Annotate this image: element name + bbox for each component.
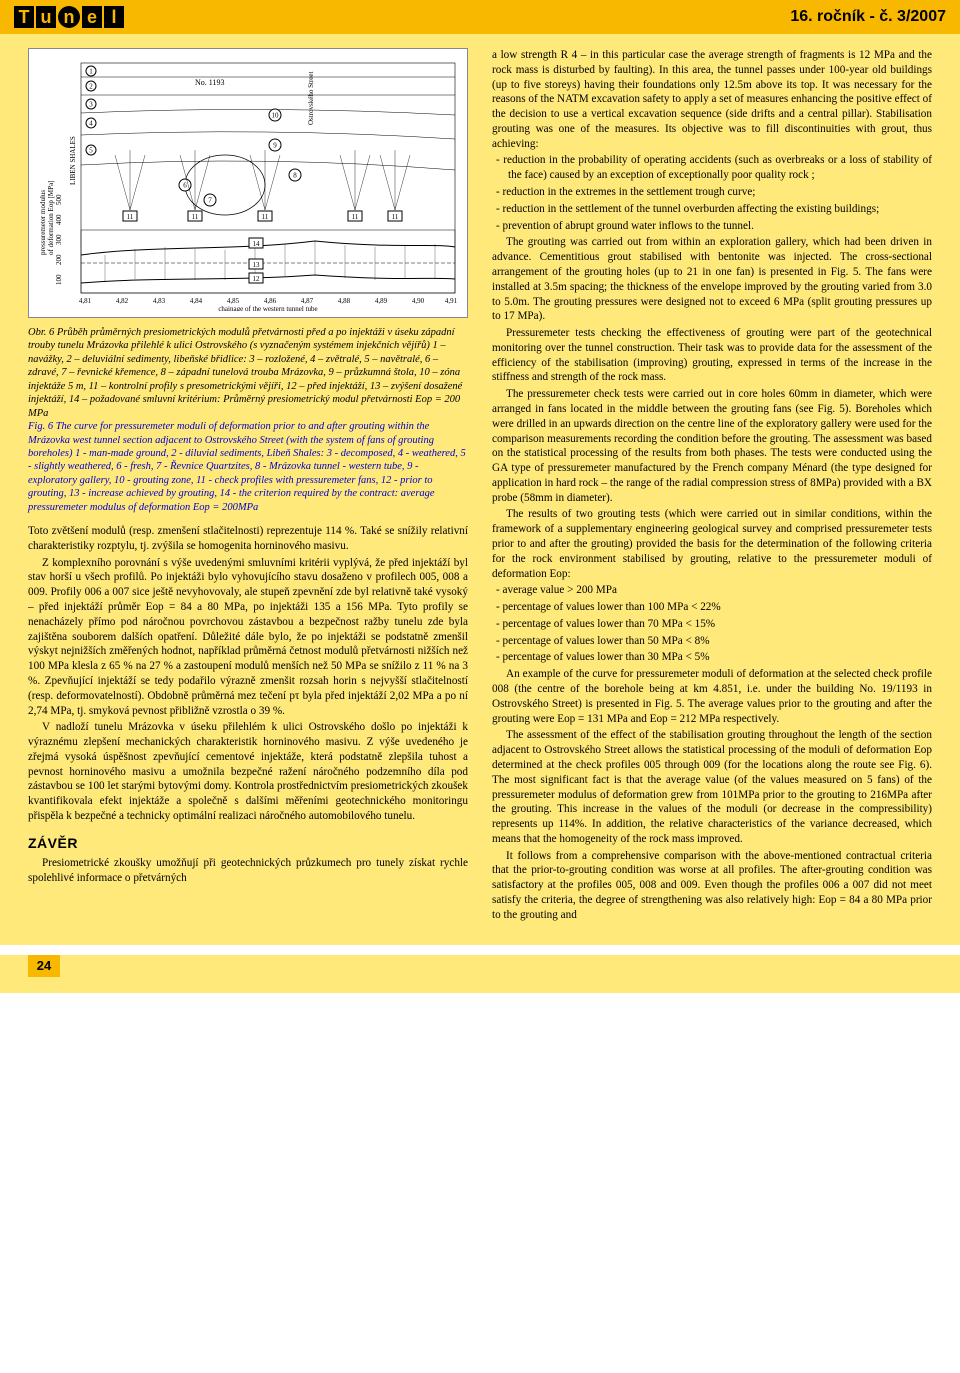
logo: T u n e l — [14, 6, 124, 28]
body-para: Presiometrické zkoušky umožňují při geot… — [28, 856, 468, 886]
caption-en: Fig. 6 The curve for pressuremeter modul… — [28, 421, 466, 513]
page-header: T u n e l 16. ročník - č. 3/2007 — [0, 0, 960, 34]
right-column: a low strength R 4 – in this particular … — [492, 48, 932, 925]
footer: 24 — [0, 955, 960, 993]
caption-cz: Obr. 6 Průběh průměrných presiometrickýc… — [28, 327, 462, 419]
svg-text:4,89: 4,89 — [375, 297, 388, 305]
svg-text:7: 7 — [208, 197, 212, 205]
left-column: pressuremeter modulus of deformation Eop… — [28, 48, 468, 925]
street-label: Ostrovského Street — [307, 71, 315, 125]
svg-text:300: 300 — [55, 234, 63, 245]
body-para: a low strength R 4 – in this particular … — [492, 48, 932, 151]
y-axis-label-2: of deformation Eop [MPa] — [47, 181, 55, 255]
bullet-item: - percentage of values lower than 100 MP… — [492, 600, 932, 615]
bullet-item: - percentage of values lower than 30 MPa… — [492, 650, 932, 665]
svg-text:4,87: 4,87 — [301, 297, 314, 305]
bullet-item: - prevention of abrupt ground water infl… — [492, 219, 932, 234]
stratum-label: LIBEN SHALES — [69, 136, 77, 185]
body-para: Pressuremeter tests checking the effecti… — [492, 326, 932, 385]
svg-text:200: 200 — [55, 254, 63, 265]
svg-text:8: 8 — [293, 172, 297, 180]
y-axis-label: pressuremeter modulus — [39, 190, 47, 255]
bullet-item: - percentage of values lower than 70 MPa… — [492, 617, 932, 632]
svg-text:6: 6 — [183, 182, 187, 190]
bullet-item: - average value > 200 MPa — [492, 583, 932, 598]
body-para: Z komplexního porovnání s výše uvedenými… — [28, 556, 468, 719]
svg-text:1: 1 — [89, 68, 93, 76]
logo-letter: T — [14, 6, 34, 28]
svg-text:4,81: 4,81 — [79, 297, 92, 305]
body-para: The results of two grouting tests (which… — [492, 507, 932, 581]
logo-letter: u — [36, 6, 56, 28]
svg-text:4,83: 4,83 — [153, 297, 166, 305]
svg-text:5: 5 — [89, 147, 93, 155]
plot-no: No. 1193 — [195, 78, 224, 87]
figure-caption: Obr. 6 Průběh průměrných presiometrickýc… — [28, 326, 468, 514]
section-heading: ZÁVĚR — [28, 834, 468, 852]
body-para: The pressuremeter check tests were carri… — [492, 387, 932, 505]
svg-text:9: 9 — [273, 142, 277, 150]
svg-text:400: 400 — [55, 214, 63, 225]
bullet-item: - reduction in the probability of operat… — [492, 153, 932, 183]
svg-text:4,88: 4,88 — [338, 297, 351, 305]
page-number: 24 — [28, 955, 60, 977]
body-para: It follows from a comprehensive comparis… — [492, 849, 932, 923]
svg-text:10: 10 — [272, 112, 280, 120]
svg-text:12: 12 — [253, 275, 261, 283]
svg-text:11: 11 — [262, 213, 269, 221]
logo-letter: n — [58, 6, 80, 28]
logo-letter: e — [82, 6, 102, 28]
svg-text:11: 11 — [192, 213, 199, 221]
svg-text:2: 2 — [89, 83, 93, 91]
logo-letter: l — [104, 6, 124, 28]
svg-text:100: 100 — [55, 274, 63, 285]
figure-6: pressuremeter modulus of deformation Eop… — [28, 48, 468, 318]
x-axis-label: chainage of the western tunnel tube — [218, 305, 317, 311]
svg-text:11: 11 — [352, 213, 359, 221]
svg-text:4,84: 4,84 — [190, 297, 203, 305]
svg-text:11: 11 — [392, 213, 399, 221]
issue-label: 16. ročník - č. 3/2007 — [790, 8, 946, 26]
body-para: The grouting was carried out from within… — [492, 235, 932, 324]
svg-text:4,85: 4,85 — [227, 297, 240, 305]
body-para: V nadloží tunelu Mrázovka v úseku přileh… — [28, 720, 468, 823]
svg-text:4: 4 — [89, 120, 93, 128]
page-body: pressuremeter modulus of deformation Eop… — [0, 34, 960, 945]
bullet-item: - percentage of values lower than 50 MPa… — [492, 634, 932, 649]
body-para: The assessment of the effect of the stab… — [492, 728, 932, 846]
svg-text:500: 500 — [55, 194, 63, 205]
svg-text:13: 13 — [253, 261, 261, 269]
svg-text:4,90: 4,90 — [412, 297, 425, 305]
svg-text:11: 11 — [127, 213, 134, 221]
svg-text:4,82: 4,82 — [116, 297, 129, 305]
body-para: An example of the curve for pressuremete… — [492, 667, 932, 726]
body-para: Toto zvětšení modulů (resp. zmenšení stl… — [28, 524, 468, 554]
svg-text:4,86: 4,86 — [264, 297, 277, 305]
bullet-item: - reduction in the settlement of the tun… — [492, 202, 932, 217]
svg-text:14: 14 — [253, 240, 261, 248]
bullet-item: - reduction in the extremes in the settl… — [492, 185, 932, 200]
svg-text:4,91: 4,91 — [445, 297, 458, 305]
svg-text:3: 3 — [89, 101, 93, 109]
